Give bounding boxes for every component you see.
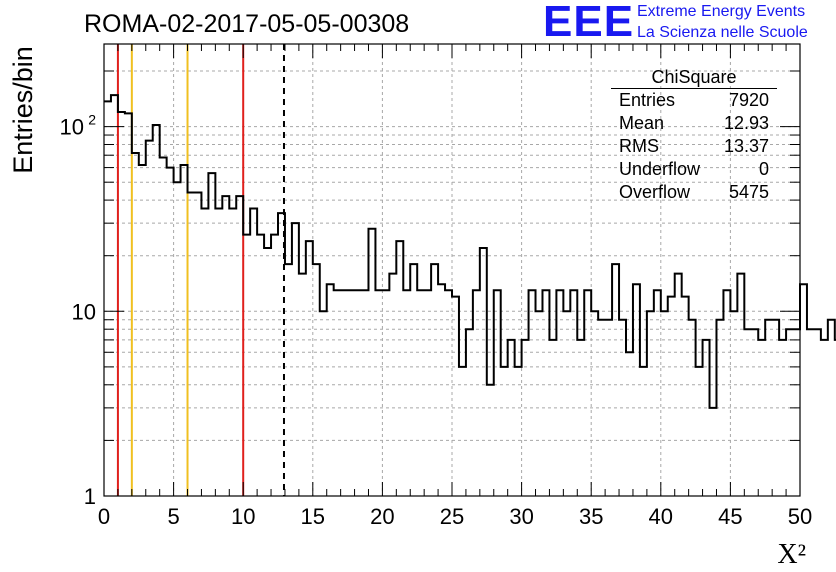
- x-tick-label: 40: [649, 504, 673, 529]
- stats-row: Entries 7920: [611, 89, 777, 112]
- stats-value: 7920: [728, 90, 769, 110]
- stats-label: Overflow: [619, 182, 691, 202]
- x-tick-label: 45: [718, 504, 742, 529]
- stats-value: 5475: [728, 182, 769, 202]
- grid: [104, 44, 800, 496]
- stats-value: 12.93: [723, 113, 769, 133]
- stats-row: Underflow 0: [611, 158, 777, 181]
- stats-value: 13.37: [723, 136, 769, 156]
- stats-row: RMS 13.37: [611, 135, 777, 158]
- x-tick-label: 30: [509, 504, 533, 529]
- logo-line-1: Extreme Energy Events: [637, 3, 806, 20]
- stats-box: ChiSquare Entries 7920 Mean 12.93 RMS 13.37 Un…: [611, 64, 777, 204]
- stats-label: Entries: [619, 90, 676, 110]
- y-tick-label: 10: [60, 115, 84, 140]
- stats-row: Mean 12.93: [611, 112, 777, 135]
- x-tick-label: 10: [231, 504, 255, 529]
- axis-ticks: [103, 44, 801, 497]
- logo-line-2: La Scienza nelle Scuole: [637, 24, 808, 41]
- run-title: ROMA-02-2017-05-05-00308: [84, 10, 410, 38]
- y-tick-label: 10: [72, 299, 96, 324]
- stats-value: 0: [758, 159, 769, 179]
- x-axis-label: X²: [777, 539, 806, 570]
- x-tick-label: 25: [440, 504, 464, 529]
- eee-logo: EEE: [543, 0, 635, 46]
- x-tick-label: 15: [301, 504, 325, 529]
- x-tick-label: 35: [579, 504, 603, 529]
- x-tick-label: 20: [370, 504, 394, 529]
- x-tick-label: 0: [98, 504, 110, 529]
- stats-label: Underflow: [619, 159, 701, 179]
- stats-label: RMS: [619, 136, 659, 156]
- stats-title: ChiSquare: [611, 64, 777, 89]
- x-tick-label: 50: [788, 504, 812, 529]
- x-tick-label: 5: [167, 504, 179, 529]
- stats-row: Overflow 5475: [611, 181, 777, 204]
- stats-label: Mean: [619, 113, 665, 133]
- y-tick-label-exponent: 2: [88, 112, 96, 128]
- y-axis-label: Entries/bin: [8, 46, 38, 174]
- y-tick-label: 1: [84, 484, 96, 509]
